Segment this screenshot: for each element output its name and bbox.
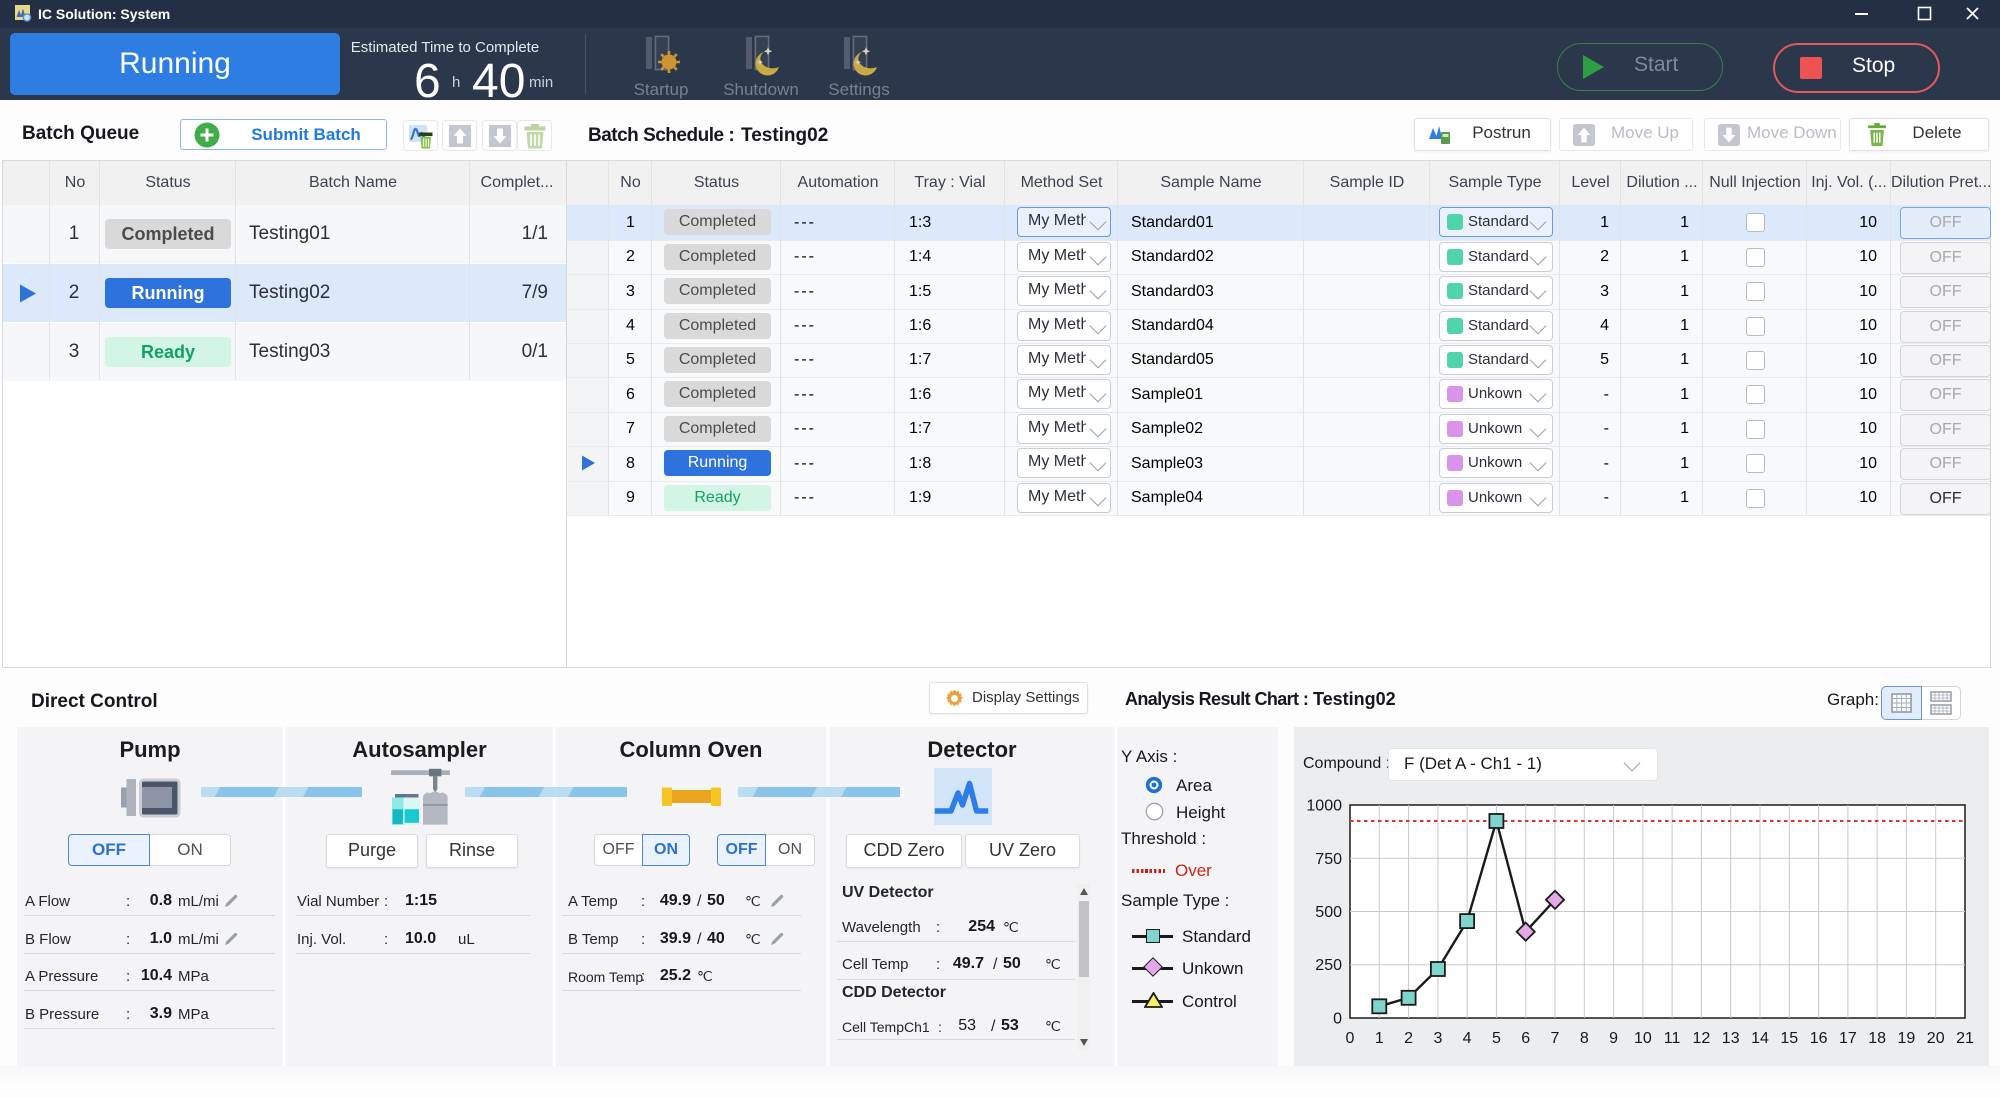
svg-text:14: 14 (1751, 1030, 1769, 1047)
svg-text:17: 17 (1839, 1030, 1857, 1047)
svg-text:250: 250 (1315, 957, 1342, 974)
svg-text:11: 11 (1664, 1030, 1681, 1047)
svg-text:0: 0 (1346, 1030, 1355, 1047)
svg-text:16: 16 (1810, 1030, 1828, 1047)
svg-text:9: 9 (1609, 1030, 1618, 1047)
svg-text:19: 19 (1898, 1030, 1916, 1047)
svg-text:12: 12 (1693, 1030, 1711, 1047)
svg-text:5: 5 (1492, 1030, 1501, 1047)
svg-text:20: 20 (1927, 1030, 1945, 1047)
svg-text:6: 6 (1521, 1030, 1530, 1047)
svg-text:4: 4 (1463, 1030, 1472, 1047)
svg-text:500: 500 (1315, 904, 1342, 921)
svg-text:1: 1 (1375, 1030, 1384, 1047)
svg-text:1000: 1000 (1306, 798, 1342, 815)
svg-text:10: 10 (1634, 1030, 1652, 1047)
svg-text:750: 750 (1315, 851, 1342, 868)
svg-text:2: 2 (1404, 1030, 1413, 1047)
svg-text:15: 15 (1780, 1030, 1798, 1047)
svg-text:8: 8 (1580, 1030, 1589, 1047)
svg-text:7: 7 (1551, 1030, 1560, 1047)
svg-text:21: 21 (1956, 1030, 1974, 1047)
svg-text:13: 13 (1722, 1030, 1740, 1047)
svg-text:18: 18 (1868, 1030, 1886, 1047)
svg-text:0: 0 (1333, 1011, 1342, 1028)
svg-text:3: 3 (1433, 1030, 1442, 1047)
